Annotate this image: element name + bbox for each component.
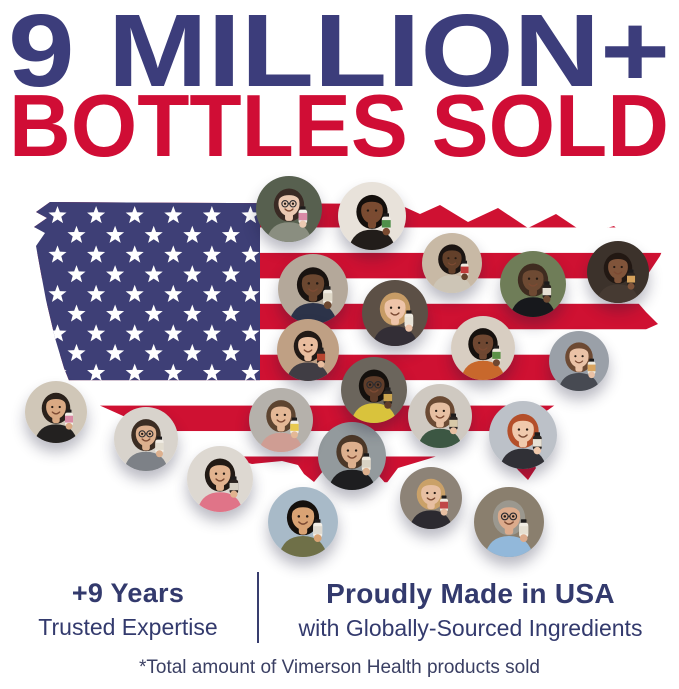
person-photo-woman-glasses-yellow-top	[341, 357, 407, 423]
bottle-icon	[626, 269, 636, 290]
person-avatar	[268, 487, 338, 557]
glasses-icon	[281, 199, 297, 208]
bottle-icon	[587, 358, 596, 379]
stat-years: +9 Years Trusted Expertise	[0, 578, 256, 641]
person-avatar	[549, 331, 609, 391]
person-photo-man-glasses-gray-tee	[114, 407, 178, 471]
bottle-icon	[155, 436, 164, 458]
stat-years-subtitle: Trusted Expertise	[38, 614, 218, 640]
person-photo-woman-braids-holding-gummy	[422, 233, 482, 293]
headline-line2: BOTTLES SOLD	[9, 76, 669, 168]
glasses-icon	[500, 512, 518, 521]
bottle-icon	[519, 519, 529, 542]
person-avatar	[362, 280, 428, 346]
person-avatar	[474, 487, 544, 557]
stat-usa-title: Proudly Made in USA	[326, 578, 615, 609]
person-photo-woman-colorful-label-bottle	[249, 388, 313, 452]
person-photo-woman-pink-jacket	[187, 446, 253, 512]
bottle-icon	[404, 310, 414, 332]
bottle-icon	[229, 476, 239, 498]
person-photo-man-black-tee	[318, 422, 386, 490]
bottle-icon	[381, 213, 391, 236]
person-avatar	[489, 401, 557, 469]
person-avatar	[256, 176, 322, 242]
person-avatar	[277, 319, 339, 381]
footnote-text: *Total amount of Vimerson Health product…	[139, 657, 540, 678]
person-avatar	[422, 233, 482, 293]
person-avatar	[25, 381, 87, 443]
bottle-icon	[449, 413, 458, 435]
person-avatar	[187, 446, 253, 512]
bottle-icon	[532, 432, 542, 455]
person-avatar	[587, 241, 649, 303]
person-photo-woman-long-brown-hair	[549, 331, 609, 391]
divider-line	[257, 572, 259, 643]
glasses-icon	[138, 430, 154, 438]
person-photo-woman-holding-yellow-pill	[277, 319, 339, 381]
person-photo-man-black-tank-holding-pill	[500, 251, 566, 317]
headline-line1: 9 MILLION+	[8, 0, 670, 108]
bottle-icon	[361, 453, 371, 476]
person-avatar	[451, 316, 515, 380]
headline: 9 MILLION+ BOTTLES SOLD	[8, 0, 670, 168]
bottle-icon	[323, 286, 333, 309]
person-photo-woman-glasses-gray-sweater	[256, 176, 322, 242]
person-photo-smiling-man-white-bottle	[268, 487, 338, 557]
bottle-icon	[290, 417, 299, 439]
person-photo-man-beard-white-bottle	[25, 381, 87, 443]
person-avatar	[400, 467, 462, 529]
person-photo-man-glasses-blue-shirt	[474, 487, 544, 557]
person-avatar	[500, 251, 566, 317]
person-photo-redhead-woman	[489, 401, 557, 469]
person-avatar	[114, 407, 178, 471]
person-photo-smiling-woman-green-label-bottle	[338, 182, 406, 250]
bottle-icon	[492, 345, 501, 367]
person-avatar	[341, 357, 407, 423]
stat-made-in-usa: Proudly Made in USA with Globally-Source…	[262, 578, 679, 642]
person-photo-woman-orange-top-green-label	[451, 316, 515, 380]
person-photo-blonde-woman-dark-jacket	[400, 467, 462, 529]
person-photo-woman-long-curly-hair	[587, 241, 649, 303]
bottle-icon	[439, 495, 449, 516]
person-photo-blonde-woman-white-label-bottle	[362, 280, 428, 346]
bottle-icon	[316, 347, 326, 368]
person-avatar	[249, 388, 313, 452]
person-photo-man-beard-mens-multivitamin	[278, 254, 348, 324]
bottle-icon	[383, 387, 393, 409]
person-photo-woman-green-sweater	[408, 384, 472, 448]
person-avatar	[318, 422, 386, 490]
bottle-icon	[460, 260, 469, 281]
person-avatar	[278, 254, 348, 324]
stat-usa-subtitle: with Globally-Sourced Ingredients	[298, 615, 643, 641]
glasses-icon	[366, 380, 382, 389]
bottle-icon	[313, 519, 323, 542]
bottle-icon	[298, 206, 308, 228]
person-avatar	[338, 182, 406, 250]
stat-years-title: +9 Years	[71, 578, 185, 608]
person-avatar	[408, 384, 472, 448]
bottle-icon	[542, 281, 552, 303]
bottle-icon	[64, 409, 74, 430]
